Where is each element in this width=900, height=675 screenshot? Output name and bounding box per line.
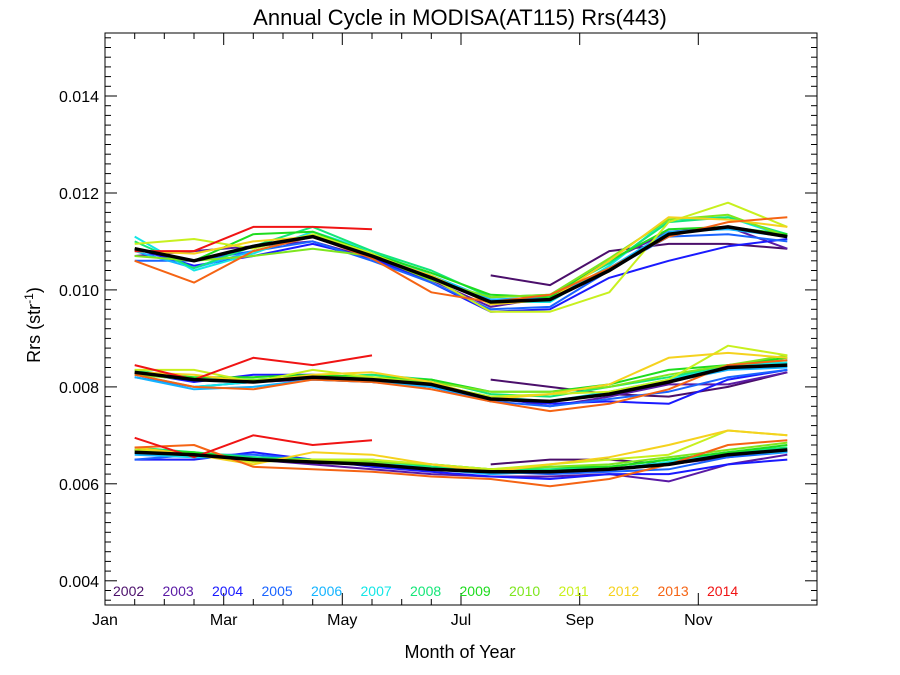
y-axis-label-close: ) bbox=[24, 287, 44, 293]
x-tick-label: Jul bbox=[451, 612, 471, 629]
x-tick-label: Sep bbox=[565, 612, 594, 629]
series-line-2011-band-3 bbox=[134, 429, 788, 471]
series-line-2013-band-2 bbox=[134, 359, 788, 413]
y-tick-label: 0.014 bbox=[59, 89, 99, 106]
legend-entry-2011: 2011 bbox=[559, 583, 589, 599]
series-line-2014-band-1 bbox=[134, 225, 373, 253]
legend-entry-2003: 2003 bbox=[163, 583, 194, 599]
x-tick-label: Jan bbox=[92, 612, 118, 629]
legend-entry-2007: 2007 bbox=[361, 583, 392, 599]
mean-lines bbox=[134, 225, 788, 474]
series-line-2014-band-3 bbox=[134, 434, 373, 459]
y-tick-label: 0.010 bbox=[59, 283, 99, 300]
y-tick-label: 0.006 bbox=[59, 477, 99, 494]
legend-entry-2014: 2014 bbox=[707, 583, 738, 599]
series-line-2009-band-1 bbox=[134, 225, 788, 299]
series-line-2009-band-2 bbox=[134, 356, 788, 393]
y-tick-label: 0.012 bbox=[59, 186, 99, 203]
legend-entry-2005: 2005 bbox=[262, 583, 293, 599]
legend-entry-2008: 2008 bbox=[410, 583, 441, 599]
legend-entry-2012: 2012 bbox=[608, 583, 639, 599]
mean-line-band-1 bbox=[134, 225, 788, 304]
y-tick-label: 0.004 bbox=[59, 574, 99, 591]
x-tick-label: May bbox=[327, 612, 357, 629]
mean-line-band-3 bbox=[134, 448, 788, 474]
legend-entry-2002: 2002 bbox=[113, 583, 144, 599]
x-axis-label: Month of Year bbox=[404, 642, 515, 662]
legend-entry-2009: 2009 bbox=[460, 583, 491, 599]
legend-entry-2004: 2004 bbox=[212, 583, 243, 599]
y-tick-label: 0.008 bbox=[59, 380, 99, 397]
y-axis-label: Rrs (str-1) bbox=[22, 287, 44, 363]
legend-entry-2010: 2010 bbox=[509, 583, 540, 599]
y-axis-label-main: Rrs (str bbox=[24, 304, 44, 363]
legend-entry-2006: 2006 bbox=[311, 583, 342, 599]
series-line-2004-band-3 bbox=[134, 451, 788, 480]
y-axis-label-sup: -1 bbox=[22, 293, 36, 304]
legend-entry-2013: 2013 bbox=[658, 583, 689, 599]
series-2014 bbox=[134, 225, 373, 459]
chart-title: Annual Cycle in MODISA(AT115) Rrs(443) bbox=[253, 5, 667, 30]
series-line-2014-band-2 bbox=[134, 354, 373, 381]
mean-line-band-2 bbox=[134, 363, 788, 404]
series-line-2005-band-1 bbox=[134, 233, 788, 311]
legend: 2002 2003 2004 2005 2006 2007 2008 2009 2010 2011… bbox=[113, 583, 738, 599]
axes: 0.004 0.006 0.008 0.010 0.012 0.014 Jan Mar May J… bbox=[59, 32, 818, 629]
x-tick-label: Nov bbox=[684, 612, 712, 629]
x-tick-label: Mar bbox=[210, 612, 238, 629]
